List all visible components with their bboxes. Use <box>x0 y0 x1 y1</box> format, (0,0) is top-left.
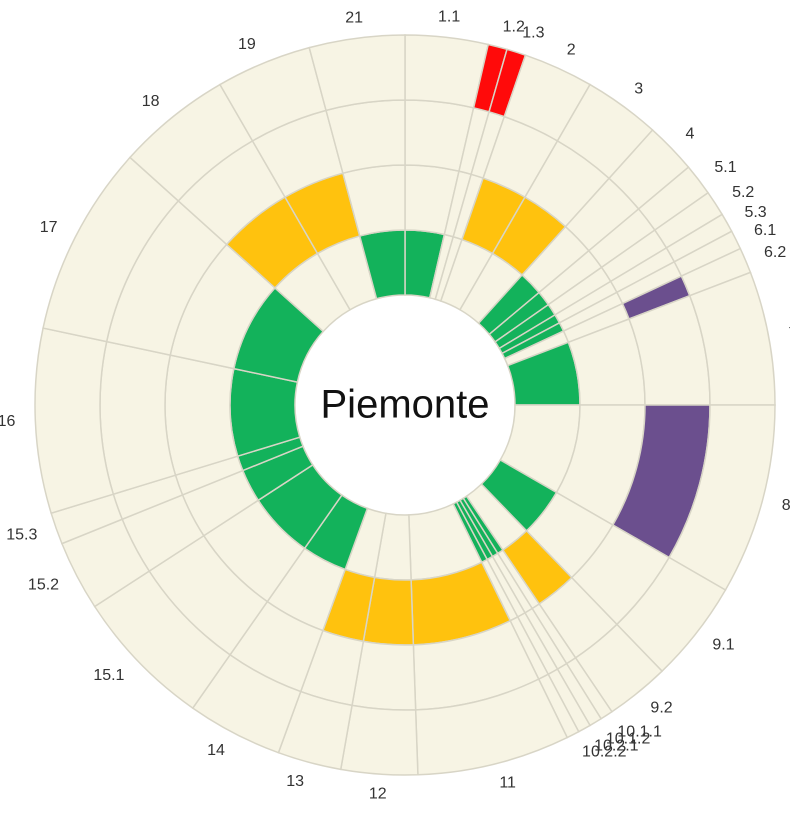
sector-label: 5.1 <box>714 159 736 176</box>
center-label: Piemonte <box>321 383 490 427</box>
sector-label: 11 <box>499 775 516 792</box>
sector-label: 3 <box>634 81 643 98</box>
sector-label: 12 <box>369 785 387 802</box>
sector-label: 15.1 <box>93 667 124 684</box>
sector-label: 2 <box>567 41 576 58</box>
sector-cell <box>339 704 419 776</box>
sector-label: 5.2 <box>732 184 754 201</box>
sector-label: 10.1.1 <box>617 723 662 740</box>
sector-label: 16 <box>0 413 15 430</box>
sector-label: 6.2 <box>764 244 786 261</box>
sector-label: 10.1.2 <box>606 731 651 748</box>
sector-label: 5.3 <box>744 204 766 221</box>
sector-label: 18 <box>142 93 160 110</box>
sector-label: 8 <box>782 497 790 514</box>
sector-label: 15.2 <box>28 576 59 593</box>
sector-label: 1.2 <box>503 19 525 36</box>
sector-label: 6.1 <box>754 222 776 239</box>
sector-label: 19 <box>238 36 256 53</box>
sector-label: 13 <box>286 773 304 790</box>
sector-label: 14 <box>207 742 225 759</box>
sector-label: 21 <box>345 10 363 27</box>
sector-label: 15.3 <box>6 526 37 543</box>
sector-cell <box>164 354 239 477</box>
sector-label: 9.2 <box>650 699 672 716</box>
sector-cell <box>308 34 406 112</box>
sector-label: 7 <box>788 325 790 342</box>
sector-label: 9.1 <box>712 636 734 653</box>
sector-label: 4 <box>686 125 695 142</box>
sector-label: 17 <box>40 219 58 236</box>
sector-label: 10.2.1 <box>594 737 639 754</box>
sector-label: 1.3 <box>522 24 544 41</box>
sector-label: 10.2.2 <box>582 744 627 761</box>
sector-label: 1.1 <box>438 9 460 26</box>
sector-cell <box>99 340 177 496</box>
